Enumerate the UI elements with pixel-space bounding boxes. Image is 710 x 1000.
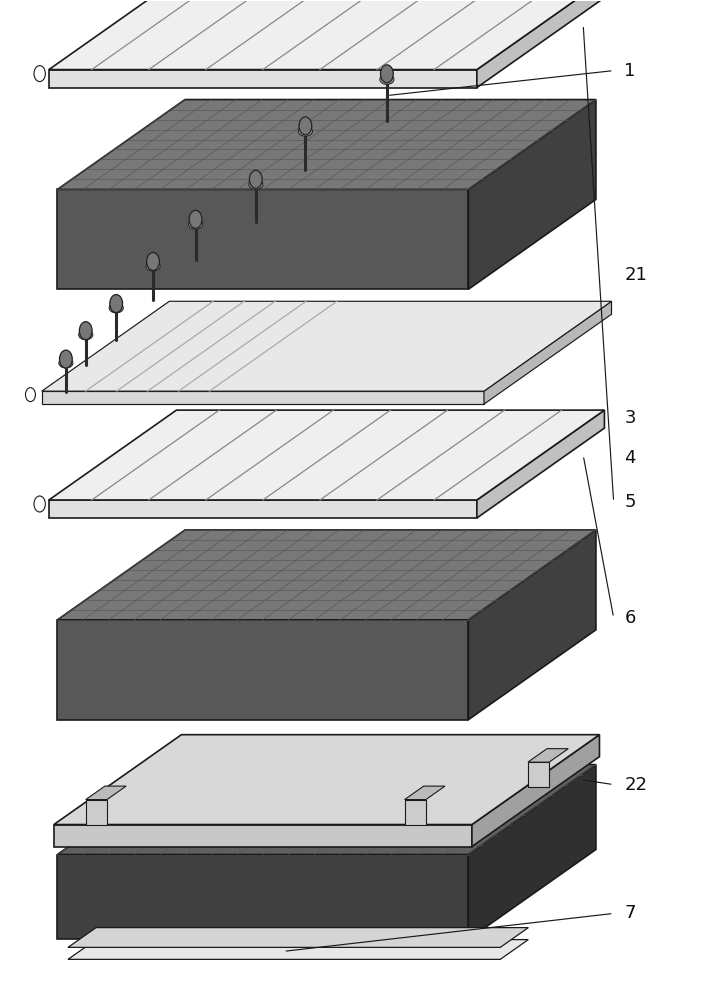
Polygon shape (49, 70, 477, 88)
Polygon shape (58, 100, 596, 189)
Text: 7: 7 (624, 904, 635, 922)
Ellipse shape (188, 219, 202, 229)
Polygon shape (58, 765, 596, 855)
Ellipse shape (146, 261, 160, 271)
Polygon shape (68, 940, 528, 959)
Text: 6: 6 (624, 609, 635, 627)
Text: 3: 3 (624, 409, 635, 427)
Bar (86, 800, 107, 825)
Polygon shape (469, 765, 596, 939)
Circle shape (299, 117, 312, 135)
Ellipse shape (380, 74, 394, 84)
Ellipse shape (109, 303, 124, 313)
Circle shape (34, 496, 45, 512)
Circle shape (189, 210, 202, 228)
Polygon shape (58, 189, 469, 289)
Circle shape (80, 322, 92, 340)
Circle shape (147, 252, 160, 270)
Polygon shape (528, 749, 568, 762)
Text: 4: 4 (624, 449, 635, 467)
Bar (528, 762, 549, 787)
Polygon shape (42, 301, 611, 391)
Ellipse shape (59, 358, 73, 368)
Polygon shape (469, 100, 596, 289)
Circle shape (34, 66, 45, 82)
Polygon shape (484, 301, 611, 404)
Polygon shape (58, 530, 596, 620)
Polygon shape (49, 500, 477, 518)
Circle shape (110, 295, 123, 313)
Ellipse shape (298, 126, 312, 136)
Polygon shape (68, 928, 528, 947)
Polygon shape (477, 410, 604, 518)
Text: 22: 22 (624, 776, 648, 794)
Ellipse shape (79, 330, 93, 340)
Polygon shape (49, 410, 604, 500)
Text: 1: 1 (624, 62, 635, 80)
Circle shape (26, 388, 36, 402)
Ellipse shape (248, 179, 263, 189)
Bar (405, 800, 426, 825)
Circle shape (60, 350, 72, 368)
Circle shape (249, 170, 262, 188)
Polygon shape (58, 855, 469, 939)
Polygon shape (54, 825, 472, 847)
Polygon shape (469, 530, 596, 720)
Polygon shape (42, 391, 484, 404)
Circle shape (381, 65, 393, 83)
Text: 21: 21 (624, 266, 647, 284)
Polygon shape (472, 735, 599, 847)
Text: 5: 5 (624, 493, 635, 511)
Polygon shape (86, 786, 126, 800)
Polygon shape (54, 735, 599, 825)
Polygon shape (477, 0, 604, 88)
Polygon shape (49, 0, 604, 70)
Polygon shape (405, 786, 445, 800)
Polygon shape (58, 620, 469, 720)
